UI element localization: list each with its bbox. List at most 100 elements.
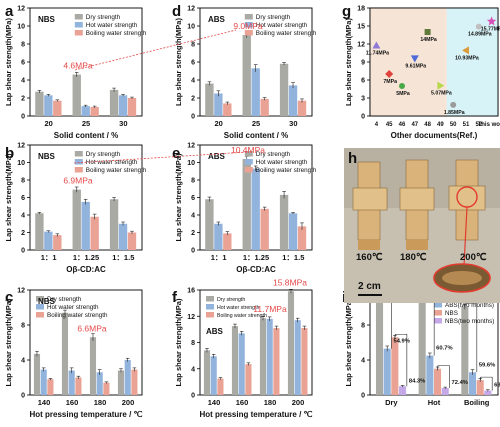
x-axis-label-a: Solid content / % bbox=[54, 131, 118, 140]
y-tick-label-d-6: 12 bbox=[187, 6, 195, 13]
bar-c-dry-2 bbox=[89, 337, 97, 395]
x-tick-label-f-3: 200 bbox=[292, 398, 305, 407]
legend-label-e-0: Dry strength bbox=[256, 151, 291, 158]
y-tick-label-g-5: 15 bbox=[357, 24, 365, 31]
bar-a-hot-1 bbox=[81, 106, 90, 116]
point-g-2 bbox=[399, 83, 405, 89]
bar-d-hot-2 bbox=[288, 85, 298, 116]
y-tick-label-a-3: 6 bbox=[21, 60, 25, 67]
subplot-tag-c: NBS bbox=[38, 297, 56, 306]
legend-swatch-i-3 bbox=[434, 318, 442, 324]
x-tick-label-g-1: 45 bbox=[386, 122, 393, 128]
percent-nbs-2: 69.6% bbox=[494, 383, 500, 389]
x-tick-label-g-6: 50 bbox=[450, 122, 457, 128]
bar-a-dry-0 bbox=[35, 91, 44, 116]
legend-label-c-2: Boiling water strength bbox=[47, 312, 108, 319]
legend-swatch-a-0 bbox=[74, 14, 83, 20]
y-tick-label-a-6: 12 bbox=[17, 6, 25, 13]
annotation-d-0: 9.0MPa bbox=[233, 21, 263, 31]
legend-swatch-i-1 bbox=[434, 302, 442, 308]
legend-swatch-a-1 bbox=[74, 22, 83, 28]
y-tick-label-g-1: 3 bbox=[361, 96, 365, 103]
y-tick-label-c-1: 4 bbox=[21, 358, 25, 365]
bar-a-boil-0 bbox=[53, 100, 62, 116]
x-tick-label-g-4: 48 bbox=[424, 122, 431, 128]
y-tick-label-c-2: 8 bbox=[21, 323, 25, 330]
point-g-7 bbox=[462, 46, 469, 55]
bar-i-s3-0 bbox=[391, 337, 399, 395]
x-axis-label-b: Oβ-CD:AC bbox=[66, 265, 106, 274]
subplot-tag-b: NBS bbox=[38, 152, 56, 161]
y-tick-label-b-0: 0 bbox=[21, 248, 25, 255]
bar-i-s4-2 bbox=[484, 390, 492, 395]
bar-i-s1-0 bbox=[375, 292, 384, 395]
y-tick-label-a-4: 8 bbox=[21, 42, 25, 49]
legend-label-d-2: Boiling water strength bbox=[256, 30, 317, 37]
legend-swatch-a-2 bbox=[74, 30, 83, 36]
bar-a-hot-2 bbox=[118, 95, 128, 116]
y-tick-label-d-0: 0 bbox=[191, 114, 195, 121]
bar-f-boil-2 bbox=[273, 328, 280, 395]
bar-i-s3-2 bbox=[476, 380, 484, 395]
panel-label-a: a bbox=[5, 3, 14, 20]
x-axis-label-f: Hot pressing temperature / ℃ bbox=[199, 410, 312, 419]
bar-i-s3-1 bbox=[434, 368, 442, 395]
y-tick-label-b-6: 12 bbox=[17, 143, 25, 150]
legend-label-b-1: Hot water strength bbox=[86, 159, 138, 166]
bar-e-boil-0 bbox=[223, 233, 232, 250]
legend-label-d-1: Hot water strength bbox=[256, 22, 308, 29]
bar-f-boil-1 bbox=[245, 364, 252, 395]
point-g-6 bbox=[450, 101, 457, 108]
x-tick-label-g-0: 4 bbox=[375, 122, 379, 128]
point-g-1 bbox=[385, 70, 394, 78]
y-tick-label-d-1: 2 bbox=[191, 96, 195, 103]
legend-label-d-0: Dry strength bbox=[256, 14, 291, 21]
bar-b-dry-2 bbox=[109, 199, 119, 250]
bar-d-boil-1 bbox=[260, 98, 269, 116]
bar-e-hot-0 bbox=[214, 223, 223, 250]
panel-label-c: c bbox=[5, 289, 13, 306]
x-tick-label-d-1: 25 bbox=[252, 119, 260, 128]
legend-swatch-d-1 bbox=[244, 22, 253, 28]
bar-c-dry-1 bbox=[61, 312, 69, 395]
legend-swatch-e-0 bbox=[244, 151, 253, 157]
point-label-g-5: 5.07MPa bbox=[431, 91, 452, 97]
bar-d-hot-1 bbox=[251, 68, 260, 116]
bar-f-hot-2 bbox=[266, 318, 273, 395]
bar-c-hot-0 bbox=[40, 369, 47, 395]
point-g-0 bbox=[372, 41, 381, 49]
legend-label-i-3: NBS(two months) bbox=[445, 318, 494, 325]
x-tick-label-f-0: 140 bbox=[208, 398, 221, 407]
bar-c-boil-2 bbox=[103, 382, 110, 395]
bracket-nbs-1 bbox=[437, 365, 450, 388]
x-tick-label-c-0: 140 bbox=[38, 398, 51, 407]
bar-e-hot-2 bbox=[288, 213, 298, 250]
legend-label-i-2: NBS bbox=[445, 310, 458, 317]
y-tick-label-d-2: 4 bbox=[191, 78, 195, 85]
panel-label-h: h bbox=[348, 150, 358, 167]
legend-swatch-b-2 bbox=[74, 167, 83, 173]
y-tick-label-e-0: 0 bbox=[191, 248, 195, 255]
y-tick-label-b-3: 6 bbox=[21, 195, 25, 202]
y-tick-label-g-2: 6 bbox=[361, 78, 365, 85]
y-axis-label-g: Lap shear strength(MPa) bbox=[344, 18, 353, 106]
legend-swatch-b-1 bbox=[74, 159, 83, 165]
bar-i-s4-0 bbox=[399, 386, 407, 395]
y-tick-label-a-2: 4 bbox=[21, 78, 25, 85]
photo-drawing bbox=[344, 148, 500, 303]
x-tick-label-g-7: 51 bbox=[463, 122, 470, 128]
bar-d-boil-0 bbox=[223, 103, 232, 116]
bar-c-boil-1 bbox=[75, 377, 82, 395]
bar-a-boil-1 bbox=[90, 107, 99, 116]
bracket-nbs-2 bbox=[480, 376, 493, 391]
legend-label-f-1: Hot water strength bbox=[217, 305, 259, 311]
bar-b-hot-0 bbox=[44, 231, 53, 250]
bar-d-boil-2 bbox=[297, 100, 307, 116]
bar-b-boil-2 bbox=[127, 232, 137, 250]
specimen-photo: h 160℃ 180℃ 200℃ 2 cm bbox=[344, 148, 500, 303]
legend-swatch-e-1 bbox=[244, 159, 253, 165]
y-tick-label-i-0: 0 bbox=[361, 393, 365, 400]
temp-label-200: 200℃ bbox=[460, 252, 487, 263]
trend-connector-1 bbox=[73, 151, 249, 164]
legend-label-f-0: Dry strength bbox=[217, 297, 245, 303]
